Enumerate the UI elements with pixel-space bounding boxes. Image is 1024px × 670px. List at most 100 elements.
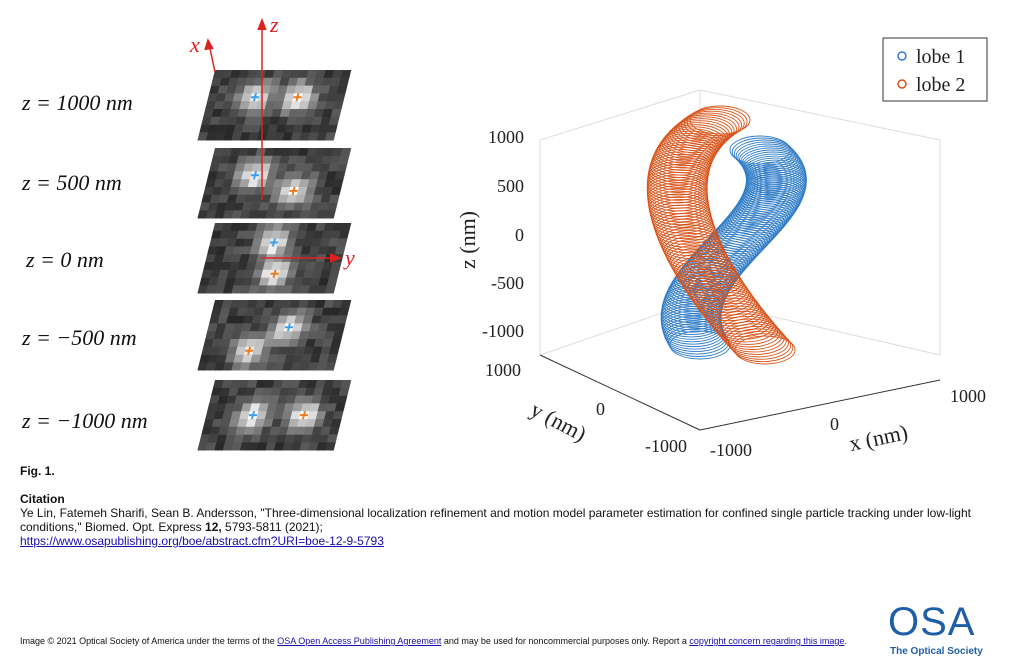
pixel bbox=[229, 70, 241, 79]
pixel bbox=[311, 346, 323, 355]
pixel bbox=[254, 419, 266, 428]
pixel bbox=[205, 101, 217, 110]
pixel bbox=[311, 238, 322, 247]
pixel bbox=[311, 163, 322, 172]
pixel bbox=[209, 163, 220, 172]
pixel bbox=[207, 277, 219, 286]
pixel bbox=[319, 395, 331, 404]
pixel bbox=[232, 246, 244, 255]
pixel bbox=[251, 163, 263, 172]
pixel bbox=[203, 419, 215, 428]
pixel bbox=[331, 223, 343, 232]
pixel bbox=[319, 238, 331, 247]
pixel bbox=[265, 362, 277, 371]
pixel bbox=[316, 132, 328, 141]
pixel bbox=[284, 434, 296, 443]
pixel bbox=[224, 323, 235, 332]
pixel bbox=[233, 434, 245, 443]
pixel bbox=[205, 362, 217, 371]
pixel bbox=[323, 380, 335, 389]
pixel bbox=[263, 70, 275, 79]
pixel bbox=[226, 116, 238, 125]
pixel bbox=[239, 285, 251, 294]
footer-link[interactable]: OSA Open Access Publishing Agreement bbox=[277, 636, 442, 646]
pixel bbox=[281, 331, 293, 340]
pixel bbox=[272, 223, 284, 232]
pixel bbox=[281, 179, 293, 188]
footer-link[interactable]: copyright concern regarding this image bbox=[689, 636, 845, 646]
citation-text: Ye Lin, Fatemeh Sharifi, Sean B. Anderss… bbox=[20, 506, 971, 534]
pixel bbox=[277, 395, 288, 404]
pixel bbox=[218, 346, 230, 355]
pixel bbox=[217, 238, 229, 247]
pixel bbox=[266, 403, 278, 412]
pixel bbox=[212, 380, 224, 389]
pixel bbox=[256, 331, 268, 340]
citation-link[interactable]: https://www.osapublishing.org/boe/abstra… bbox=[20, 534, 384, 548]
pixel bbox=[270, 155, 282, 164]
pixel bbox=[250, 124, 262, 133]
pixel bbox=[319, 315, 331, 324]
pixel bbox=[246, 300, 258, 309]
pixel bbox=[332, 331, 344, 340]
pixel bbox=[309, 323, 320, 332]
pixel bbox=[322, 187, 334, 196]
x-tick: 0 bbox=[830, 414, 839, 434]
pixel bbox=[290, 101, 302, 110]
pixel bbox=[321, 387, 333, 396]
pixel bbox=[243, 238, 254, 247]
pixel bbox=[328, 163, 339, 172]
pixel bbox=[217, 85, 229, 94]
pixel bbox=[315, 411, 327, 420]
depth-label: z = −1000 nm bbox=[22, 408, 148, 433]
pixel bbox=[197, 442, 209, 451]
pixel bbox=[330, 230, 341, 239]
pixel bbox=[279, 77, 290, 86]
pixel bbox=[222, 132, 234, 141]
pixel bbox=[340, 380, 352, 389]
frame-axes bbox=[204, 17, 343, 263]
pixel bbox=[326, 93, 337, 102]
pixel bbox=[279, 155, 290, 164]
pixel bbox=[235, 269, 247, 278]
footer-text: . bbox=[844, 636, 847, 646]
pixel bbox=[290, 179, 302, 188]
pixel bbox=[231, 442, 243, 451]
pixel bbox=[220, 109, 232, 118]
pixel bbox=[243, 269, 255, 278]
pixel bbox=[331, 300, 343, 309]
pixel bbox=[239, 331, 251, 340]
pixel bbox=[258, 202, 270, 211]
pixel bbox=[320, 346, 332, 355]
pixel bbox=[255, 223, 267, 232]
pixel bbox=[324, 362, 336, 371]
pixel bbox=[201, 194, 213, 203]
pixel bbox=[303, 346, 315, 355]
pixel bbox=[252, 194, 264, 203]
pixel bbox=[324, 411, 336, 420]
pixel bbox=[323, 300, 335, 309]
pixel bbox=[241, 354, 253, 363]
pixel bbox=[302, 85, 314, 94]
pixel bbox=[275, 124, 287, 133]
pixel bbox=[304, 230, 316, 239]
pixel bbox=[332, 411, 344, 420]
lobe-2-tube bbox=[667, 122, 729, 152]
pixel bbox=[209, 194, 221, 203]
x-tick: -1000 bbox=[710, 440, 752, 460]
pixel bbox=[279, 109, 291, 118]
y-tick: 0 bbox=[596, 399, 605, 419]
pixel bbox=[302, 163, 314, 172]
pixel bbox=[228, 109, 240, 118]
pixel bbox=[216, 277, 228, 286]
pixel bbox=[203, 339, 215, 348]
pixel bbox=[236, 230, 248, 239]
figure: z x y 1000 500 0 -500 -1000 1000 0 -1000… bbox=[189, 12, 988, 460]
pixel bbox=[275, 354, 287, 363]
pixel bbox=[311, 426, 323, 435]
pixel bbox=[294, 426, 306, 435]
pixel bbox=[214, 442, 226, 451]
pixel bbox=[239, 362, 251, 371]
pixel bbox=[326, 403, 337, 412]
pixel bbox=[215, 171, 227, 180]
